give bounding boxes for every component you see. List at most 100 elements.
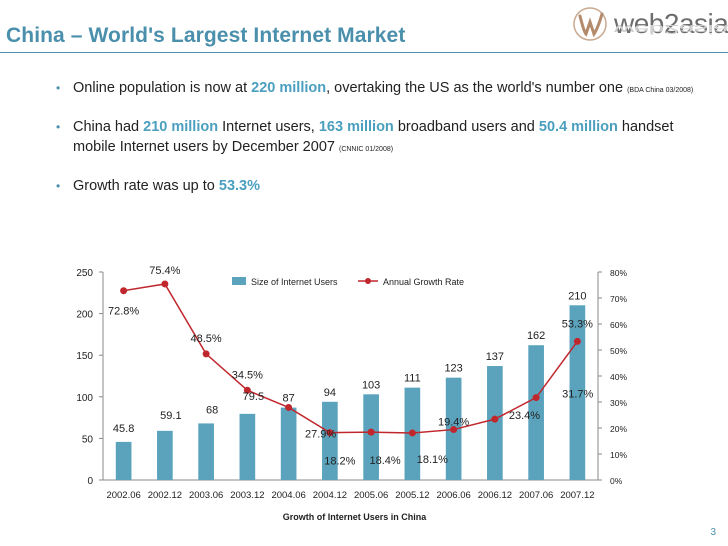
x-tick-label: 2005.06 [354, 490, 388, 501]
x-tick-label: 2004.12 [313, 490, 347, 501]
y-right-tick-label: 20% [610, 424, 627, 434]
y-left-tick-label: 250 [76, 268, 93, 279]
bullet-list: • Online population is now at 220 million… [56, 78, 696, 212]
bar-value-label: 162 [527, 330, 545, 342]
chart-title: Growth of Internet Users in China [283, 512, 428, 522]
legend-line-label: Annual Growth Rate [383, 277, 464, 287]
legend-bar-swatch [232, 277, 246, 285]
highlight-figure: 53.3% [218, 178, 260, 194]
line-value-label: 18.2% [324, 456, 355, 468]
bullet-dot-icon: • [56, 81, 61, 95]
bar-value-label: 79.5 [243, 391, 264, 403]
bullet-text: China had [73, 119, 144, 135]
y-left-tick-label: 0 [87, 476, 93, 487]
x-tick-label: 2002.06 [106, 490, 140, 501]
highlight-figure: 50.4 million [538, 119, 618, 135]
bullet-text: handset mobile Internet users by Decembe… [73, 119, 674, 155]
bar-value-label: 94 [324, 387, 336, 399]
line-value-label: 27.9% [305, 428, 336, 440]
growth-rate-point [120, 287, 128, 295]
logo-mark-icon [573, 7, 607, 41]
bar [115, 441, 132, 480]
growth-rate-point [408, 429, 416, 437]
bullet-item: • Online population is now at 220 million… [56, 78, 696, 101]
line-value-label: 34.5% [232, 369, 263, 381]
bullet-text: , overtaking the US as the world's numbe… [326, 80, 628, 96]
bullet-text: Growth rate was up to [73, 178, 219, 194]
growth-rate-point [202, 350, 210, 358]
slide-title: China – World's Largest Internet Market [6, 24, 406, 47]
highlight-figure: 220 million [251, 80, 327, 96]
page-number: 3 [710, 527, 716, 538]
bar [322, 401, 338, 480]
internet-users-chart: 0 50 100 150 200 250 0% 10% 20% 30% 40% 50% 60% 70% 80… [76, 265, 627, 522]
bullet-text: Internet users, [218, 119, 319, 135]
bullet-dot-icon: • [56, 179, 61, 193]
growth-rate-point [491, 415, 499, 423]
y-right-tick-label: 40% [610, 372, 627, 382]
growth-rate-line [123, 283, 578, 434]
line-value-label: 23.4% [509, 410, 540, 422]
title-rule [0, 52, 728, 53]
bar [487, 366, 503, 480]
bar [569, 305, 586, 480]
bullet-item: • Growth rate was up to 53.3% [56, 176, 696, 196]
line-value-label: 19.4% [438, 417, 469, 429]
growth-rate-point [326, 429, 334, 437]
y-right-tick-label: 10% [610, 450, 627, 460]
bar [157, 430, 173, 480]
highlight-figure: 163 million [318, 119, 394, 135]
web2asia-logo: web2asia web2asia [572, 4, 728, 52]
y-right-tick-label: 30% [610, 398, 627, 408]
y-left-tick-label: 150 [76, 351, 93, 362]
x-tick-label: 2003.12 [230, 490, 264, 501]
bar-value-label: 68 [206, 404, 218, 416]
source-citation: (BDA China 03/2008) [627, 87, 694, 94]
line-value-label: 18.4% [370, 455, 401, 467]
bar [198, 423, 214, 480]
legend-bar-label: Size of Internet Users [251, 277, 338, 287]
line-value-label: 31.7% [562, 389, 593, 401]
growth-rate-point [450, 426, 458, 434]
x-tick-label: 2005.12 [395, 490, 429, 501]
growth-rate-point [367, 428, 375, 436]
line-value-label: 72.8% [108, 306, 139, 318]
highlight-figure: 210 million [143, 119, 219, 135]
bullet-text: broadband users and [393, 119, 539, 135]
bullet-item: • China had 210 million Internet users, 1… [56, 117, 696, 160]
y-right-tick-label: 70% [610, 294, 627, 304]
bar-value-label: 59.1 [160, 410, 181, 422]
y-right-tick-label: 50% [610, 346, 627, 356]
bar [363, 394, 379, 480]
bullet-dot-icon: • [56, 120, 61, 134]
bar [528, 345, 544, 480]
bar [239, 413, 256, 480]
growth-rate-point [573, 337, 581, 345]
y-left-tick-label: 200 [76, 310, 93, 321]
bar-value-label: 87 [283, 393, 295, 405]
y-right-tick-label: 60% [610, 320, 627, 330]
legend-line-marker [365, 278, 371, 284]
logo-reflection: web2asia [614, 22, 728, 36]
x-tick-label: 2006.06 [436, 490, 470, 501]
x-tick-label: 2004.06 [271, 490, 305, 501]
bar-value-label: 111 [404, 373, 421, 385]
bar-value-label: 45.8 [113, 423, 134, 435]
x-tick-label: 2007.12 [560, 490, 594, 501]
bar-value-label: 210 [568, 290, 586, 302]
bar-value-label: 123 [444, 363, 462, 375]
growth-rate-point [532, 394, 540, 402]
y-right-tick-label: 80% [610, 268, 627, 278]
y-left-tick-label: 100 [76, 393, 93, 404]
line-value-label: 53.3% [562, 318, 593, 330]
bullet-text: Online population is now at [73, 80, 252, 96]
growth-rate-point [285, 403, 293, 411]
x-tick-label: 2007.06 [519, 490, 553, 501]
line-value-label: 48.5% [191, 333, 222, 345]
x-tick-label: 2002.12 [148, 490, 182, 501]
logo-text: web2asia [614, 8, 728, 39]
growth-rate-point [243, 386, 251, 394]
x-tick-label: 2006.12 [478, 490, 512, 501]
bar-value-label: 103 [362, 379, 380, 391]
y-right-tick-label: 0% [610, 476, 623, 486]
